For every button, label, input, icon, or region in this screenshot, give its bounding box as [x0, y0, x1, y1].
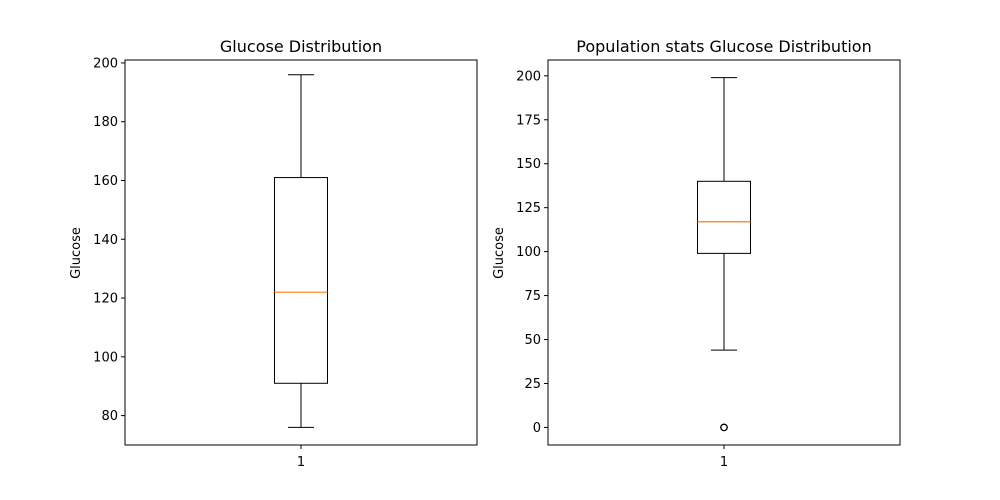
y-tick-label: 25 — [524, 377, 541, 392]
plot-frame — [124, 59, 478, 446]
chart-right: Population stats Glucose Distribution Gl… — [492, 37, 901, 470]
y-ticks: 0 25 50 75 100 125 150 175 200 — [516, 69, 725, 449]
outlier-point — [720, 423, 728, 432]
y-tick-label: 100 — [93, 350, 118, 365]
y-axis-label: Glucose — [492, 227, 507, 279]
box-plot — [697, 77, 751, 432]
y-tick-label: 180 — [93, 115, 118, 130]
y-axis-label: Glucose — [69, 227, 84, 279]
y-tick-label: 200 — [516, 69, 541, 84]
y-tick-label: 140 — [93, 233, 118, 248]
y-tick-label: 160 — [93, 174, 118, 189]
chart-left: Glucose Distribution Glucose 1 80 100 120 1… — [69, 37, 478, 470]
plot-frame — [547, 59, 901, 446]
x-tick-label: 1 — [297, 455, 305, 470]
x-tick-label: 1 — [720, 455, 728, 470]
y-tick-label: 75 — [524, 289, 541, 304]
chart-title: Glucose Distribution — [220, 37, 382, 56]
y-tick-label: 175 — [516, 113, 541, 128]
chart-title: Population stats Glucose Distribution — [576, 37, 871, 56]
y-tick-label: 50 — [524, 333, 541, 348]
y-tick-label: 80 — [101, 409, 118, 424]
y-tick-label: 200 — [93, 56, 118, 71]
y-tick-label: 120 — [93, 292, 118, 307]
y-ticks: 80 100 120 140 160 180 200 — [93, 56, 302, 449]
y-tick-label: 150 — [516, 157, 541, 172]
box-plot — [274, 74, 328, 428]
y-tick-label: 0 — [533, 421, 541, 436]
y-tick-label: 125 — [516, 201, 541, 216]
iqr-box — [697, 180, 751, 254]
y-tick-label: 100 — [516, 245, 541, 260]
iqr-box — [274, 177, 328, 384]
